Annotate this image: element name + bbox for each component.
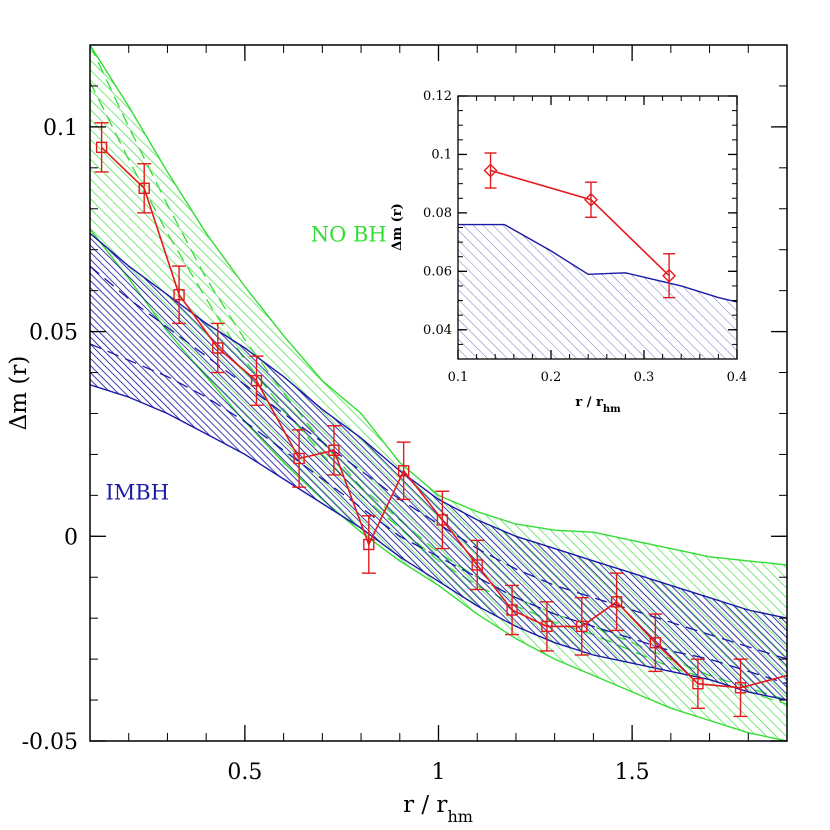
main-point-12 <box>541 620 553 633</box>
main-point-17 <box>734 682 747 694</box>
inset-y-axis-title: Δm (r) <box>390 203 405 251</box>
main-band-1-fill <box>90 233 787 701</box>
main-band-1-dashed-line-0 <box>90 265 787 660</box>
main-point-6 <box>328 444 340 457</box>
main-point-2 <box>173 289 185 301</box>
annotation-no-bh: NO BH <box>311 223 387 247</box>
main-point-15 <box>649 637 662 649</box>
main-axes: 0.5 1 1.5 -0.05 0 0.05 0.1 <box>22 44 788 785</box>
inset-plot-frame <box>457 95 738 360</box>
main-point-11 <box>506 604 518 616</box>
main-point-8 <box>397 465 410 477</box>
main-plot-frame <box>89 44 788 742</box>
main-y-tick-label-0: -0.05 <box>22 730 78 755</box>
main-point-10 <box>471 559 483 571</box>
inset-y-tick-label-0: 0.04 <box>423 323 452 338</box>
inset-y-tick-label-3: 0.1 <box>431 147 452 162</box>
main-point-7 <box>363 538 375 551</box>
main-band-1-upper-edge <box>90 232 787 619</box>
main-plot: NO BH IMBH 0.5 1 1.5 -0.05 0 0.05 0.1 r / rhm Δ… <box>6 44 788 826</box>
main-point-0 <box>95 141 108 154</box>
main-point-1 <box>138 182 150 194</box>
inset-band-0-upper-edge <box>458 223 737 303</box>
inset-y-tick-label-4: 0.12 <box>423 89 452 104</box>
main-x-tick-label-2: 1.5 <box>615 760 650 785</box>
main-y-tick-label-2: 0.05 <box>29 321 78 346</box>
inset-y-tick-label-2: 0.08 <box>423 206 452 221</box>
main-band-1-lower-edge <box>90 384 787 701</box>
main-point-13 <box>576 620 588 633</box>
inset-point-0 <box>483 163 498 178</box>
inset-x-tick-label-1: 0.2 <box>541 370 562 385</box>
main-point-9 <box>436 514 449 526</box>
main-y-tick-label-3: 0.1 <box>43 116 78 141</box>
main-point-16 <box>692 677 704 690</box>
main-band-0-upper-edge <box>90 45 787 566</box>
annotation-imbh: IMBH <box>105 480 169 504</box>
inset-point-1 <box>584 192 598 207</box>
inset-bands <box>458 223 737 359</box>
inset-y-tick-label-1: 0.06 <box>423 264 452 279</box>
main-y-tick-label-1: 0 <box>64 525 78 550</box>
main-x-axis-title: r / rhm <box>403 792 473 826</box>
inset-x-axis-title: r / rhm <box>575 395 621 415</box>
inset-plot: 0.1 0.2 0.3 0.40.040.060.080.10.12 r / rhm … <box>390 89 747 415</box>
inset-x-tick-label-2: 0.3 <box>634 370 655 385</box>
main-series <box>94 122 787 718</box>
main-annotations: NO BH IMBH <box>105 223 386 505</box>
main-point-3 <box>212 342 224 354</box>
main-point-4 <box>250 375 263 387</box>
inset-series <box>483 152 677 299</box>
inset-axes: 0.1 0.2 0.3 0.4 0.04 0.06 0.08 0.1 0.12 <box>423 89 747 385</box>
main-x-tick-label-1: 1 <box>432 760 446 785</box>
main-y-axis-title: Δm (r) <box>6 356 32 431</box>
inset-band-0-fill <box>458 224 737 359</box>
main-bands <box>90 45 787 741</box>
main-x-tick-label-0: 0.5 <box>227 760 262 785</box>
main-point-14 <box>610 596 623 608</box>
inset-x-tick-label-0: 0.1 <box>448 370 469 385</box>
main-point-5 <box>293 452 305 465</box>
inset-point-2 <box>662 268 677 283</box>
inset-x-tick-label-3: 0.4 <box>727 370 748 385</box>
main-band-1-dashed-line-1 <box>90 343 787 685</box>
